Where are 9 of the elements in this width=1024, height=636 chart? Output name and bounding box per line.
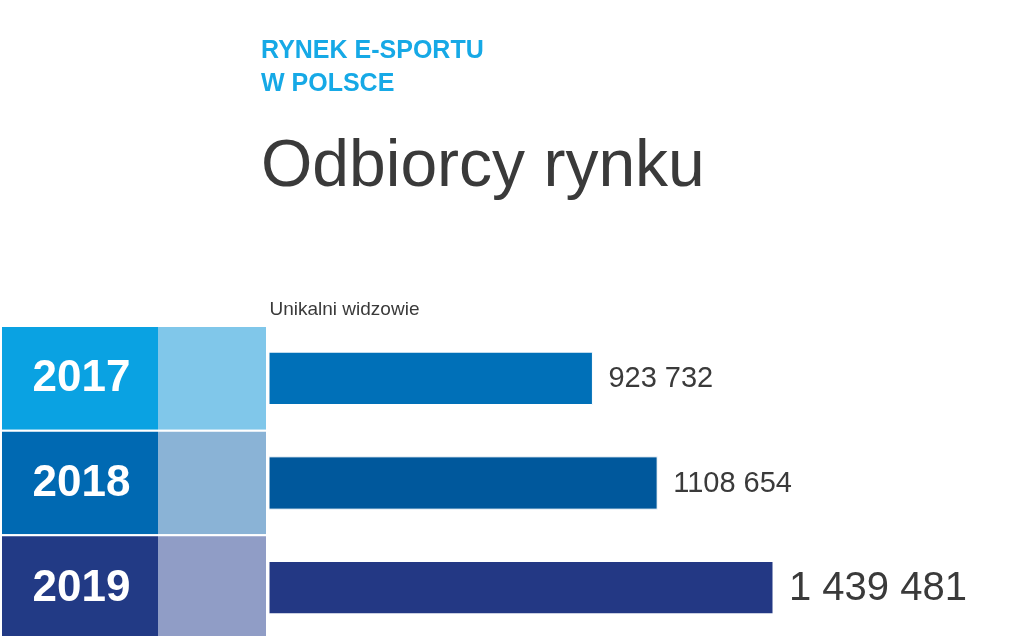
y-tick-label: 2018 xyxy=(32,456,131,505)
x-axis-title: Unikalni widzowie xyxy=(269,297,420,319)
data-label: 1 439 481 xyxy=(789,563,967,608)
data-label: 923 732 xyxy=(608,361,714,394)
chart-title: RYNEK E-SPORTU W POLSCE xyxy=(261,35,484,96)
y-tick-label: 2017 xyxy=(32,351,131,401)
chart-subtitle: Odbiorcy rynku xyxy=(261,126,705,200)
y-tick-label: 2019 xyxy=(32,560,131,610)
data-label: 1108 654 xyxy=(673,466,792,498)
